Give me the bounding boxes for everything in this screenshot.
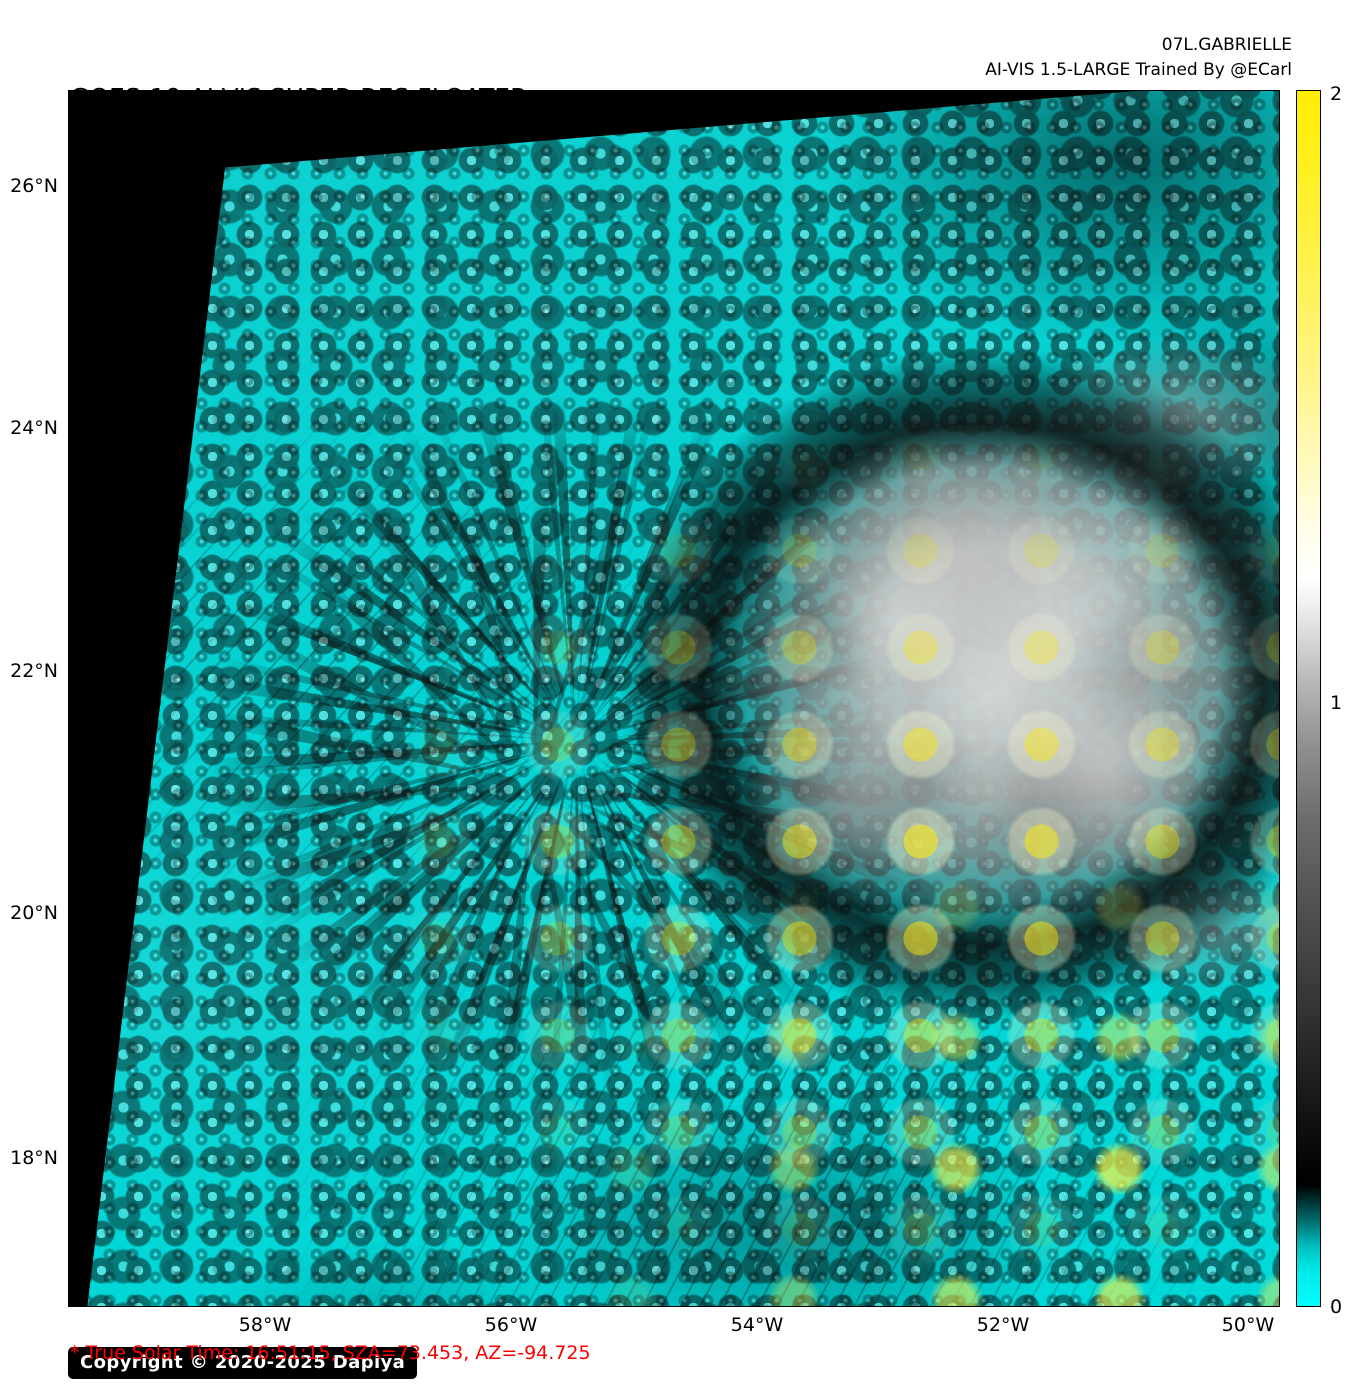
xtick-56w: 56°W: [484, 1314, 538, 1336]
storm-id-label: 07L.GABRIELLE: [1161, 35, 1292, 55]
ytick-22n: 22°N: [10, 660, 58, 682]
ytick-20n: 20°N: [10, 902, 58, 924]
ytick-26n: 26°N: [10, 175, 58, 197]
colorbar-tick-1: 1: [1330, 692, 1343, 714]
copyright-watermark: Copyright © 2020-2025 Dapiya: [68, 1347, 418, 1379]
colorbar-tick-0: 0: [1330, 1296, 1343, 1318]
satellite-data-quad: [85, 91, 1279, 1306]
colorbar: [1296, 90, 1321, 1307]
ytick-24n: 24°N: [10, 417, 58, 439]
xtick-52w: 52°W: [976, 1314, 1030, 1336]
ytick-18n: 18°N: [10, 1147, 58, 1169]
hot-cloud-tops-outer: [85, 91, 1279, 1306]
colorbar-tick-2: 2: [1330, 83, 1343, 105]
xtick-54w: 54°W: [730, 1314, 784, 1336]
satellite-image-panel[interactable]: [68, 90, 1280, 1307]
xtick-58w: 58°W: [238, 1314, 292, 1336]
xtick-50w: 50°W: [1221, 1314, 1275, 1336]
solar-geometry-note: * True Solar Time: 16:51:15, SZA=73.453,…: [70, 1342, 591, 1364]
model-credit-label: AI-VIS 1.5-LARGE Trained By @ECarl: [985, 59, 1292, 80]
chart-credit-block: 07L.GABRIELLE AI-VIS 1.5-LARGE Trained B…: [985, 33, 1292, 82]
